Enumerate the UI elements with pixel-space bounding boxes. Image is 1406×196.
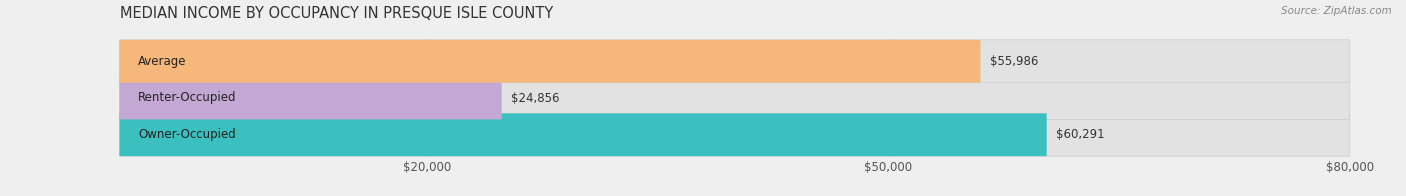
Text: $60,291: $60,291 bbox=[1056, 128, 1105, 141]
FancyBboxPatch shape bbox=[120, 40, 980, 83]
FancyBboxPatch shape bbox=[120, 77, 502, 119]
Text: Source: ZipAtlas.com: Source: ZipAtlas.com bbox=[1281, 6, 1392, 16]
Text: Average: Average bbox=[138, 55, 187, 68]
Text: $24,856: $24,856 bbox=[510, 92, 560, 104]
Text: Owner-Occupied: Owner-Occupied bbox=[138, 128, 236, 141]
Text: $55,986: $55,986 bbox=[990, 55, 1038, 68]
Text: Renter-Occupied: Renter-Occupied bbox=[138, 92, 236, 104]
FancyBboxPatch shape bbox=[120, 77, 1350, 119]
FancyBboxPatch shape bbox=[120, 40, 1350, 83]
Text: MEDIAN INCOME BY OCCUPANCY IN PRESQUE ISLE COUNTY: MEDIAN INCOME BY OCCUPANCY IN PRESQUE IS… bbox=[120, 6, 553, 21]
FancyBboxPatch shape bbox=[120, 113, 1046, 156]
FancyBboxPatch shape bbox=[120, 113, 1350, 156]
